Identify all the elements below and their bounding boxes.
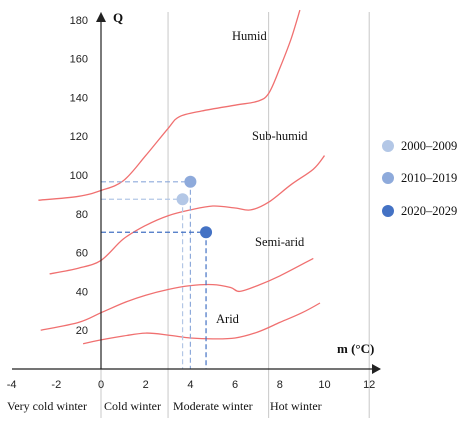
x-tick-label: 10 <box>318 379 330 391</box>
y-tick-label: 60 <box>76 248 88 260</box>
y-tick-label: 160 <box>70 54 88 66</box>
vertical-gridlines <box>100 12 370 418</box>
y-axis-title: Q <box>113 10 123 25</box>
legend-marker-2000-2009 <box>382 140 394 152</box>
x-axis-title: m (°C) <box>337 341 374 356</box>
point-guide-lines <box>101 181 207 369</box>
y-tick-label: 180 <box>70 15 88 27</box>
zone-label-very-cold-winter: Very cold winter <box>7 399 87 413</box>
x-tick-label: -2 <box>51 379 61 391</box>
region-label-sub-humid: Sub-humid <box>252 129 308 143</box>
zone-label-moderate-winter: Moderate winter <box>173 399 253 413</box>
legend-label-2020-2029: 2020–2029 <box>401 204 457 218</box>
data-point-1 <box>176 193 189 206</box>
legend: 2000–2009 2010–2019 2020–2029 <box>382 139 457 218</box>
data-point-2 <box>184 175 197 188</box>
x-tick-label: 8 <box>277 379 283 391</box>
zone-label-cold-winter: Cold winter <box>104 399 161 413</box>
legend-label-2000-2009: 2000–2009 <box>401 139 457 153</box>
x-tick-label: 2 <box>143 379 149 391</box>
x-tick-label: -4 <box>7 379 17 391</box>
x-tick-label: 6 <box>232 379 238 391</box>
y-tick-label: 140 <box>70 92 88 104</box>
zone-label-hot-winter: Hot winter <box>270 399 322 413</box>
boundary-curve-1 <box>38 9 301 201</box>
x-tick-labels: -4 -2 0 2 4 6 8 10 12 <box>7 379 376 391</box>
boundary-curve-4 <box>82 302 321 345</box>
y-tick-label: 120 <box>70 131 88 143</box>
region-label-arid: Arid <box>216 312 240 326</box>
region-label-semi-arid: Semi-arid <box>255 235 305 249</box>
x-tick-label: 0 <box>98 379 104 391</box>
y-tick-labels: 20 40 60 80 100 120 140 160 180 <box>70 15 88 337</box>
x-tick-label: 12 <box>363 379 375 391</box>
legend-label-2010-2019: 2010–2019 <box>401 171 457 185</box>
boundary-curve-2 <box>49 155 326 275</box>
y-tick-label: 20 <box>76 325 88 337</box>
y-tick-label: 80 <box>76 209 88 221</box>
x-tick-label: 4 <box>187 379 193 391</box>
data-point-3 <box>200 226 213 239</box>
legend-marker-2010-2019 <box>382 172 394 184</box>
axes <box>12 12 381 374</box>
region-label-humid: Humid <box>232 29 267 43</box>
x-axis-arrow <box>372 364 381 374</box>
data-points <box>176 175 213 239</box>
y-axis-arrow <box>96 12 106 22</box>
y-tick-label: 40 <box>76 286 88 298</box>
y-tick-label: 100 <box>70 170 88 182</box>
legend-marker-2020-2029 <box>382 205 394 217</box>
